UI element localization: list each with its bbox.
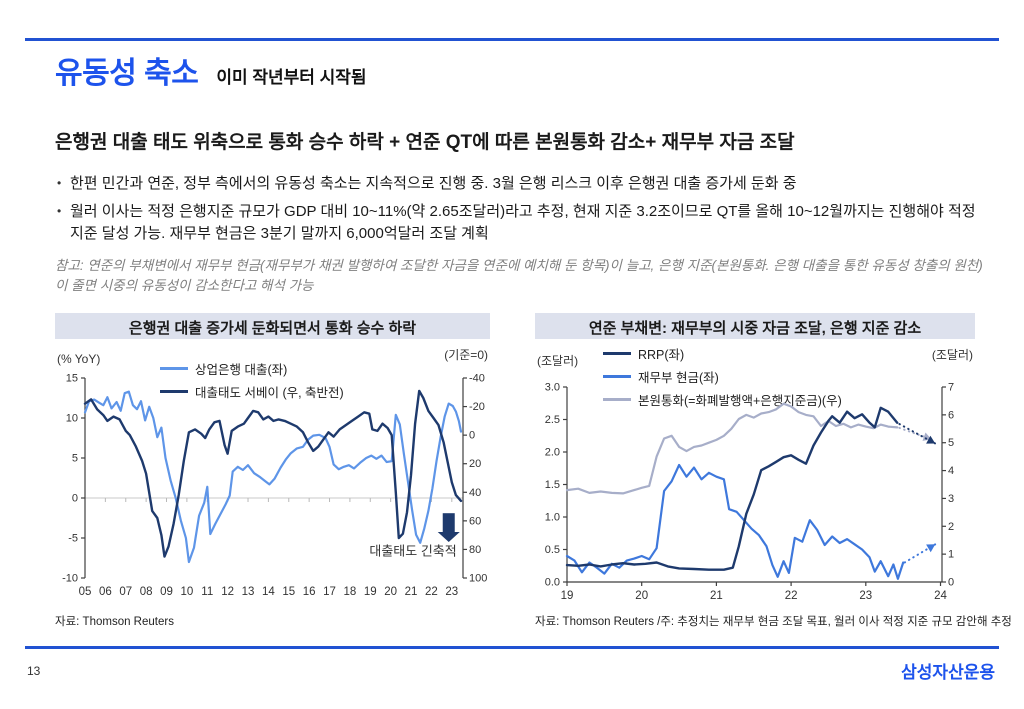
right-chart-body: (조달러) (조달러) RRP(좌) 재무부 현금(좌) 본원통화(=화폐발행액…: [535, 339, 975, 611]
svg-text:60: 60: [469, 515, 481, 527]
rrp-legend-line: [603, 352, 631, 355]
survey-legend-line: [160, 390, 188, 393]
svg-text:1.5: 1.5: [545, 479, 560, 491]
monetary-base-legend-line: [603, 398, 631, 401]
svg-text:7: 7: [948, 382, 954, 394]
svg-text:21: 21: [405, 586, 418, 598]
svg-text:22: 22: [785, 590, 798, 602]
svg-text:22: 22: [425, 586, 438, 598]
svg-text:20: 20: [469, 458, 481, 470]
left-chart-title: 은행권 대출 증가세 둔화되면서 통화 승수 하락: [55, 313, 490, 339]
treasury-cash-legend-line: [603, 375, 631, 378]
right-chart-panel: 연준 부채변: 재무부의 시중 자금 조달, 은행 지준 감소 (조달러) (조…: [535, 313, 1012, 629]
svg-text:24: 24: [934, 590, 947, 602]
right-chart-source: 자료: Thomson Reuters /주: 추정치는 재무부 현금 조달 목…: [535, 616, 1012, 628]
svg-text:3: 3: [948, 493, 954, 505]
svg-text:대출태도 긴축적: 대출태도 긴축적: [369, 544, 456, 559]
bullet-item: 한편 민간과 연준, 정부 측에서의 유동성 축소는 지속적으로 진행 중. 3…: [57, 173, 992, 196]
svg-text:05: 05: [79, 586, 92, 598]
right-chart-left-axis-caption: (조달러): [537, 354, 579, 368]
svg-text:-5: -5: [68, 533, 78, 545]
left-chart-source: 자료: Thomson Reuters: [55, 616, 174, 628]
left-chart-legend: 상업은행 대출(좌) 대출태도 서베이 (우, 축반전): [160, 359, 344, 401]
left-chart-left-axis-caption: (% YoY): [57, 352, 101, 366]
section-heading: 은행권 대출 태도 위축으로 통화 승수 하락 + 연준 QT에 따른 본원통화…: [55, 132, 795, 153]
bullet-list: 한편 민간과 연준, 정부 측에서의 유동성 축소는 지속적으로 진행 중. 3…: [57, 173, 992, 251]
svg-text:2.0: 2.0: [545, 447, 560, 459]
right-chart-title: 연준 부채변: 재무부의 시중 자금 조달, 은행 지준 감소: [535, 313, 975, 339]
svg-text:20: 20: [384, 586, 397, 598]
svg-text:-10: -10: [62, 573, 78, 585]
footnote-text: 참고: 연준의 부채변에서 재무부 현금(재무부가 채권 발행하여 조달한 자금…: [55, 258, 983, 294]
company-logo: 삼성자산운용: [901, 663, 995, 682]
svg-text:0.5: 0.5: [545, 544, 560, 556]
svg-text:23: 23: [445, 586, 458, 598]
treasury-cash-legend-label: 재무부 현금(좌): [638, 371, 719, 385]
left-chart-right-axis-caption: (기준=0): [444, 348, 488, 362]
svg-text:0: 0: [948, 577, 954, 589]
svg-text:0: 0: [469, 430, 475, 442]
svg-text:15: 15: [282, 586, 295, 598]
slide-title-row: 유동성 축소 이미 작년부터 시작됨: [55, 48, 367, 92]
right-chart-right-axis-caption: (조달러): [931, 348, 973, 362]
svg-text:19: 19: [561, 590, 574, 602]
loans-legend-label: 상업은행 대출(좌): [195, 363, 288, 377]
charts-row: 은행권 대출 증가세 둔화되면서 통화 승수 하락 (% YoY) (기준=0)…: [55, 313, 1012, 629]
bottom-divider-rule: [25, 646, 999, 649]
legend-item: RRP(좌): [603, 344, 842, 363]
svg-text:15: 15: [66, 373, 78, 385]
svg-text:0.0: 0.0: [545, 577, 560, 589]
bullet-item: 월러 이사는 적정 은행지준 규모가 GDP 대비 10~11%(약 2.65조…: [57, 201, 992, 246]
svg-text:3.0: 3.0: [545, 382, 560, 394]
survey-legend-label: 대출태도 서베이 (우, 축반전): [195, 386, 344, 400]
svg-text:19: 19: [364, 586, 377, 598]
page-title: 유동성 축소: [55, 57, 199, 90]
svg-text:1: 1: [948, 549, 954, 561]
svg-text:07: 07: [119, 586, 132, 598]
svg-text:11: 11: [201, 586, 213, 598]
svg-text:-20: -20: [469, 401, 485, 413]
legend-item: 본원통화(=화폐발행액+은행지준금)(우): [603, 390, 842, 409]
legend-item: 대출태도 서베이 (우, 축반전): [160, 382, 344, 401]
svg-text:2: 2: [948, 521, 954, 533]
svg-text:18: 18: [344, 586, 357, 598]
svg-text:5: 5: [72, 453, 78, 465]
svg-text:12: 12: [221, 586, 234, 598]
svg-text:06: 06: [99, 586, 112, 598]
svg-text:20: 20: [635, 590, 648, 602]
right-chart-legend: RRP(좌) 재무부 현금(좌) 본원통화(=화폐발행액+은행지준금)(우): [603, 344, 842, 409]
svg-text:21: 21: [710, 590, 723, 602]
loans-legend-line: [160, 367, 188, 370]
svg-text:10: 10: [66, 413, 78, 425]
svg-text:0: 0: [72, 493, 78, 505]
svg-text:-40: -40: [469, 373, 485, 385]
svg-text:5: 5: [948, 437, 954, 449]
svg-text:4: 4: [948, 465, 954, 477]
top-divider-rule: [25, 38, 999, 41]
svg-text:6: 6: [948, 409, 954, 421]
rrp-legend-label: RRP(좌): [638, 348, 685, 362]
svg-text:100: 100: [469, 573, 487, 585]
svg-text:10: 10: [180, 586, 193, 598]
svg-text:16: 16: [303, 586, 316, 598]
svg-text:23: 23: [859, 590, 872, 602]
page-number: 13: [27, 664, 41, 678]
left-chart-panel: 은행권 대출 증가세 둔화되면서 통화 승수 하락 (% YoY) (기준=0)…: [55, 313, 490, 629]
svg-text:09: 09: [160, 586, 173, 598]
svg-text:13: 13: [242, 586, 255, 598]
svg-text:2.5: 2.5: [545, 414, 560, 426]
legend-item: 상업은행 대출(좌): [160, 359, 344, 378]
svg-text:17: 17: [323, 586, 336, 598]
svg-text:08: 08: [140, 586, 153, 598]
page-subtitle: 이미 작년부터 시작됨: [216, 68, 367, 87]
monetary-base-legend-label: 본원통화(=화폐발행액+은행지준금)(우): [638, 394, 842, 408]
svg-text:14: 14: [262, 586, 275, 598]
svg-text:1.0: 1.0: [545, 512, 560, 524]
svg-text:80: 80: [469, 544, 481, 556]
svg-text:40: 40: [469, 487, 481, 499]
bank-lending-chart: 15 10 5 0 -5 -10 -40 -20 0 20 40 60 80 100 05 06 07 08 09 1…: [62, 373, 487, 599]
left-chart-body: (% YoY) (기준=0) 상업은행 대출(좌) 대출태도 서베이 (우, 축…: [55, 339, 490, 611]
legend-item: 재무부 현금(좌): [603, 367, 842, 386]
